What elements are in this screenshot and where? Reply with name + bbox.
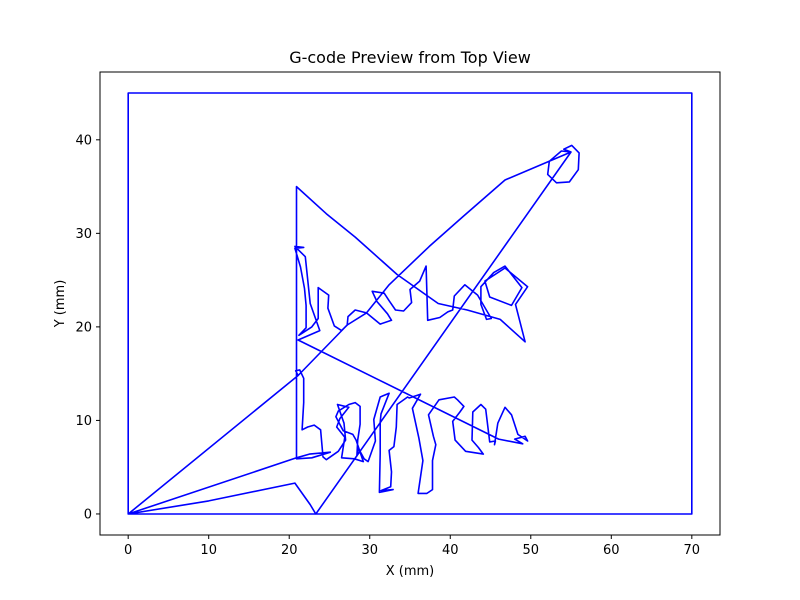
- axes-frame: [99, 71, 721, 536]
- plot-area: [127, 92, 693, 515]
- x-tick-label: 20: [281, 543, 298, 558]
- x-tick-label: 30: [361, 543, 378, 558]
- x-tick-label: 50: [523, 543, 540, 558]
- chart-title: G-code Preview from Top View: [289, 48, 531, 67]
- y-axis: 0 10 20 30 40: [75, 133, 100, 522]
- x-axis: 0 10 20 30 40 50 60 70: [124, 535, 700, 558]
- x-tick-label: 0: [124, 543, 132, 558]
- x-tick-label: 10: [200, 543, 217, 558]
- x-tick-label: 60: [603, 543, 620, 558]
- y-tick-label: 30: [75, 227, 92, 242]
- y-tick-label: 20: [75, 320, 92, 335]
- y-tick-label: 0: [84, 507, 92, 522]
- x-axis-label: X (mm): [386, 564, 435, 579]
- x-tick-label: 40: [442, 543, 459, 558]
- y-tick-label: 40: [75, 133, 92, 148]
- x-tick-label: 70: [684, 543, 701, 558]
- y-tick-label: 10: [75, 414, 92, 429]
- toolpath-line: [127, 92, 693, 515]
- y-axis-label: Y (mm): [53, 280, 68, 329]
